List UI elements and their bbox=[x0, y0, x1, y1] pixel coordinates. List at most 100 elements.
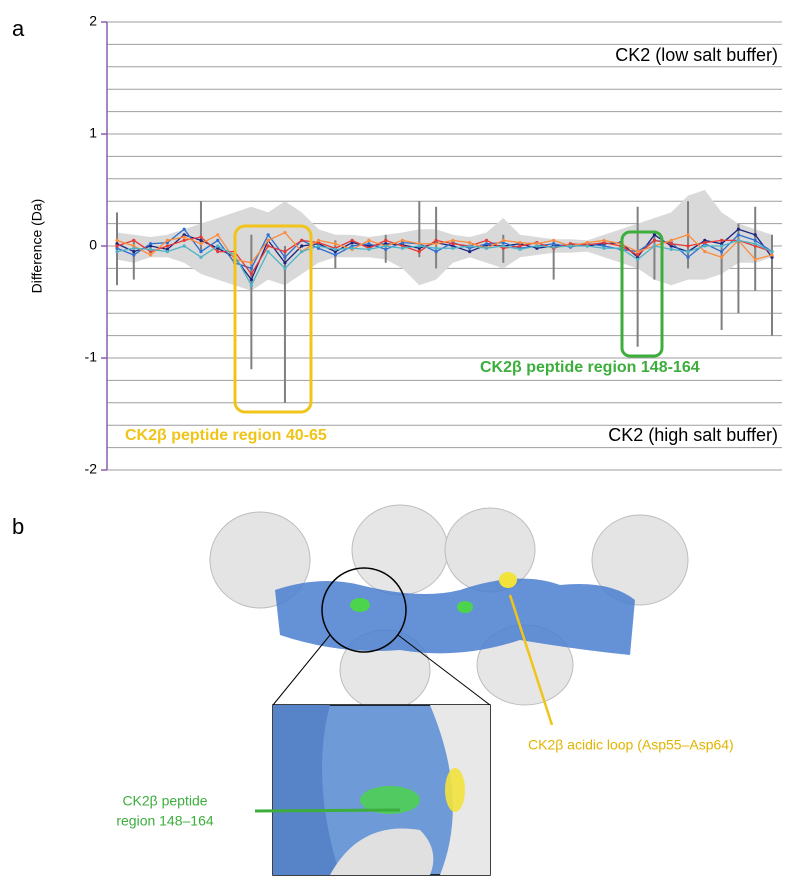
series-point bbox=[451, 244, 455, 248]
series-point bbox=[333, 242, 337, 246]
series-point bbox=[182, 244, 186, 248]
series-point bbox=[602, 238, 606, 242]
series-point bbox=[216, 244, 220, 248]
series-point bbox=[115, 250, 119, 254]
series-point bbox=[199, 242, 203, 246]
series-point bbox=[165, 244, 169, 248]
series-point bbox=[132, 246, 136, 250]
series-point bbox=[266, 250, 270, 254]
series-point bbox=[468, 246, 472, 250]
series-point bbox=[703, 244, 707, 248]
series-point bbox=[417, 244, 421, 248]
series-point bbox=[484, 242, 489, 246]
series-point bbox=[199, 250, 203, 254]
series-point bbox=[753, 244, 757, 248]
series-point bbox=[652, 244, 657, 248]
series-point bbox=[367, 247, 371, 251]
series-point bbox=[350, 238, 354, 242]
series-point bbox=[518, 244, 522, 248]
series-point bbox=[669, 247, 673, 251]
series-point bbox=[501, 246, 505, 250]
series-point bbox=[669, 244, 673, 248]
series-point bbox=[518, 241, 522, 245]
series-point bbox=[636, 250, 640, 254]
series-point bbox=[753, 238, 757, 242]
series-point bbox=[283, 255, 287, 259]
series-point bbox=[367, 244, 371, 248]
series-point bbox=[753, 257, 757, 262]
series-point bbox=[468, 241, 472, 245]
series-point bbox=[384, 242, 388, 246]
series-point bbox=[148, 247, 153, 251]
series-point bbox=[300, 250, 304, 254]
series-point bbox=[199, 255, 203, 259]
series-point bbox=[199, 238, 203, 242]
series-point bbox=[283, 266, 287, 270]
series-point bbox=[216, 250, 220, 254]
series-point bbox=[484, 246, 489, 250]
series-point bbox=[585, 241, 589, 245]
series-point bbox=[316, 238, 321, 242]
series-point bbox=[148, 244, 153, 248]
series-point bbox=[720, 242, 724, 246]
series-point bbox=[770, 253, 774, 257]
series-point bbox=[333, 253, 337, 257]
series-point bbox=[182, 238, 186, 242]
series-point bbox=[300, 238, 304, 242]
series-point bbox=[249, 272, 253, 276]
series-point bbox=[568, 244, 573, 248]
series-point bbox=[182, 235, 186, 239]
series-point bbox=[468, 244, 472, 248]
series-point bbox=[316, 244, 321, 248]
panel-label: b bbox=[12, 514, 24, 539]
series-point bbox=[199, 235, 203, 239]
series-point bbox=[451, 242, 455, 246]
structure-illustration bbox=[209, 504, 689, 876]
series-point bbox=[518, 247, 522, 251]
series-point bbox=[400, 246, 405, 250]
series-point bbox=[686, 233, 690, 237]
series-point bbox=[736, 227, 741, 231]
series-point bbox=[249, 283, 253, 287]
series-point bbox=[182, 227, 186, 231]
series-point bbox=[115, 242, 119, 246]
variance-band bbox=[117, 190, 772, 291]
series-point bbox=[484, 238, 489, 242]
annotation: CK2 (high salt buffer) bbox=[608, 425, 778, 445]
series-point bbox=[736, 238, 741, 242]
series-point bbox=[165, 238, 169, 242]
highlight-box bbox=[233, 224, 313, 414]
series-point bbox=[703, 241, 707, 245]
series-point bbox=[753, 242, 757, 246]
series-point bbox=[501, 238, 505, 242]
series-point bbox=[384, 238, 388, 242]
series-point bbox=[400, 241, 405, 245]
series-point bbox=[568, 242, 573, 246]
series-point bbox=[266, 238, 270, 242]
series-point bbox=[132, 244, 136, 248]
series-point bbox=[535, 246, 539, 250]
annotation: CK2β peptide region 40-65 bbox=[125, 427, 327, 444]
series-point bbox=[216, 233, 220, 237]
series-point bbox=[602, 246, 606, 250]
series-point bbox=[249, 278, 253, 282]
series-point bbox=[720, 255, 724, 259]
series-point bbox=[703, 250, 707, 254]
y-tick-label: 1 bbox=[89, 125, 97, 141]
y-tick-label: 2 bbox=[89, 13, 97, 29]
series-point bbox=[148, 250, 153, 254]
series-point bbox=[669, 242, 673, 246]
y-tick-label: -1 bbox=[85, 349, 98, 365]
series-point bbox=[216, 246, 220, 250]
series-point bbox=[333, 250, 337, 254]
series-point bbox=[350, 246, 354, 250]
series-point bbox=[535, 244, 539, 248]
series-point bbox=[165, 247, 169, 251]
series-point bbox=[585, 244, 589, 248]
series-point bbox=[652, 238, 657, 242]
series-point bbox=[434, 242, 438, 246]
series-point bbox=[384, 244, 388, 248]
series-point bbox=[770, 250, 774, 254]
series-point bbox=[753, 233, 757, 237]
series-point bbox=[468, 250, 472, 254]
